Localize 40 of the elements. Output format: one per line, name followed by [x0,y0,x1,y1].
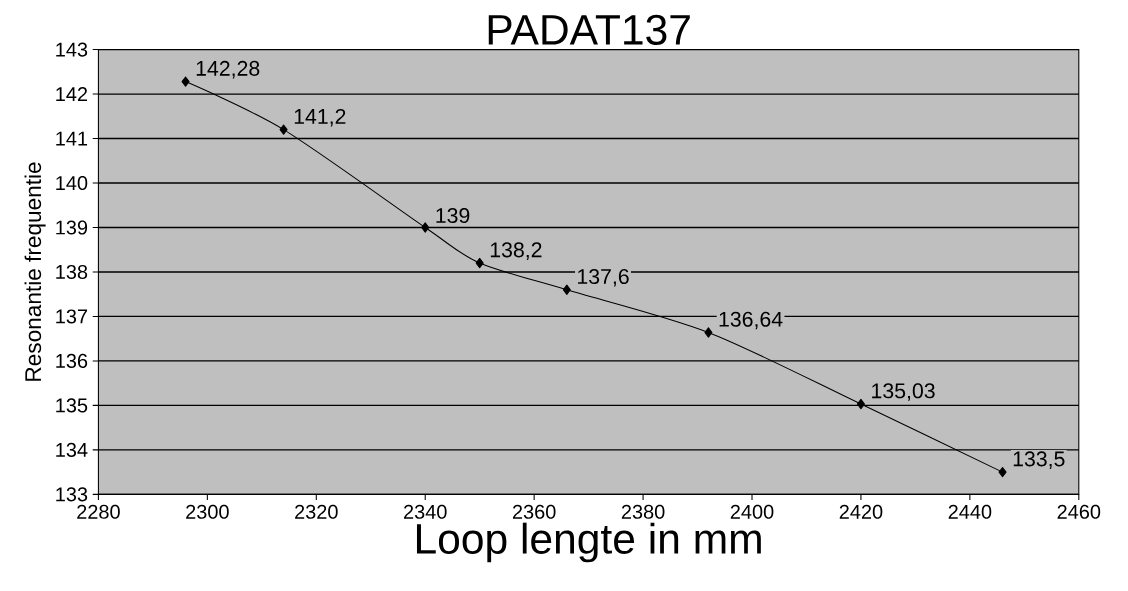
chart-title: PADAT137 [488,14,690,45]
y-tick-label: 141 [56,131,88,146]
data-label: 141,2 [294,108,346,127]
y-tick-label: 139 [56,220,88,235]
data-label: 133,5 [1013,451,1065,469]
point [704,327,713,338]
data-label: 139 [436,208,470,224]
data-label: 137,6 [578,269,629,287]
x-tick-label: 2340 [404,504,447,519]
point [562,284,571,296]
y-tick-label: 134 [56,442,88,457]
point [856,398,865,410]
y-axis-title: Resonantie frequentie [24,162,46,381]
y-tick-label: 137 [56,309,88,324]
y-tick-label: 140 [56,176,88,191]
x-tick-label: 2280 [77,504,120,519]
x-tick-label: 2320 [295,504,338,519]
y-tick-label: 133 [56,487,88,502]
point [279,124,288,135]
data-label: 135,03 [872,383,935,401]
y-tick-label: 143 [56,42,88,57]
y-tick-label: 142 [56,87,88,102]
y-tick-label: 136 [56,353,88,369]
x-tick-label: 2440 [948,504,992,519]
x-tick-label: 2380 [621,504,665,519]
x-axis-title: Loop lengte in mm [416,522,761,563]
point [998,466,1007,478]
point [421,222,430,233]
point [181,76,190,87]
x-tick-label: 2360 [512,504,556,519]
data-label: 142,28 [196,60,260,79]
data-label: 138,2 [490,242,542,260]
x-tick-label: 2420 [839,504,883,519]
point [475,257,484,269]
y-tick-label: 138 [56,264,88,280]
x-tick-label: 2300 [186,504,229,519]
data-label: 136,64 [719,311,783,330]
x-tick-label: 2400 [730,504,774,519]
y-tick-label: 135 [56,398,88,413]
x-tick-label: 2460 [1057,504,1101,519]
